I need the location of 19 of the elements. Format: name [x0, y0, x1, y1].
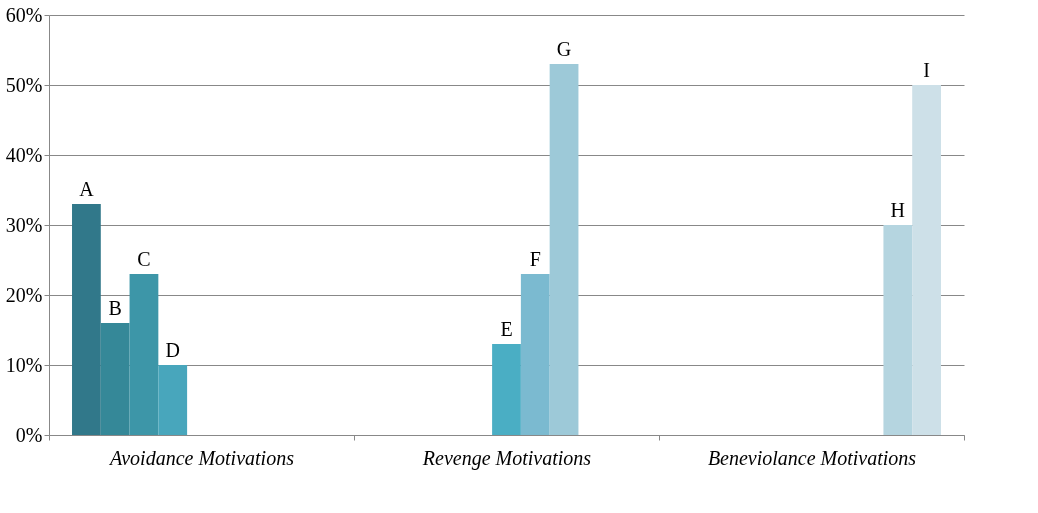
- series-label: I: [923, 59, 930, 81]
- series-label: F: [529, 248, 541, 270]
- y-tick-label: 60%: [5, 3, 43, 26]
- x-tick-label: Beneviolance Motivations: [707, 446, 917, 469]
- y-tick-label: 50%: [5, 73, 43, 96]
- series-label: B: [108, 297, 122, 319]
- y-tick-label: 10%: [5, 353, 43, 376]
- y-tick-label: 40%: [5, 143, 43, 166]
- y-tick-label: 0%: [15, 423, 43, 446]
- x-tick-label: Revenge Motivations: [421, 446, 592, 470]
- series-label: A: [79, 178, 95, 200]
- series-label: G: [556, 38, 572, 60]
- series-label: H: [890, 199, 906, 221]
- series-label: D: [165, 339, 180, 361]
- y-tick-label: 20%: [5, 283, 43, 306]
- y-tick-label: 30%: [5, 213, 43, 236]
- x-tick-label: Avoidance Motivations: [108, 446, 295, 469]
- series-label: E: [500, 318, 513, 340]
- series-label: C: [137, 248, 151, 270]
